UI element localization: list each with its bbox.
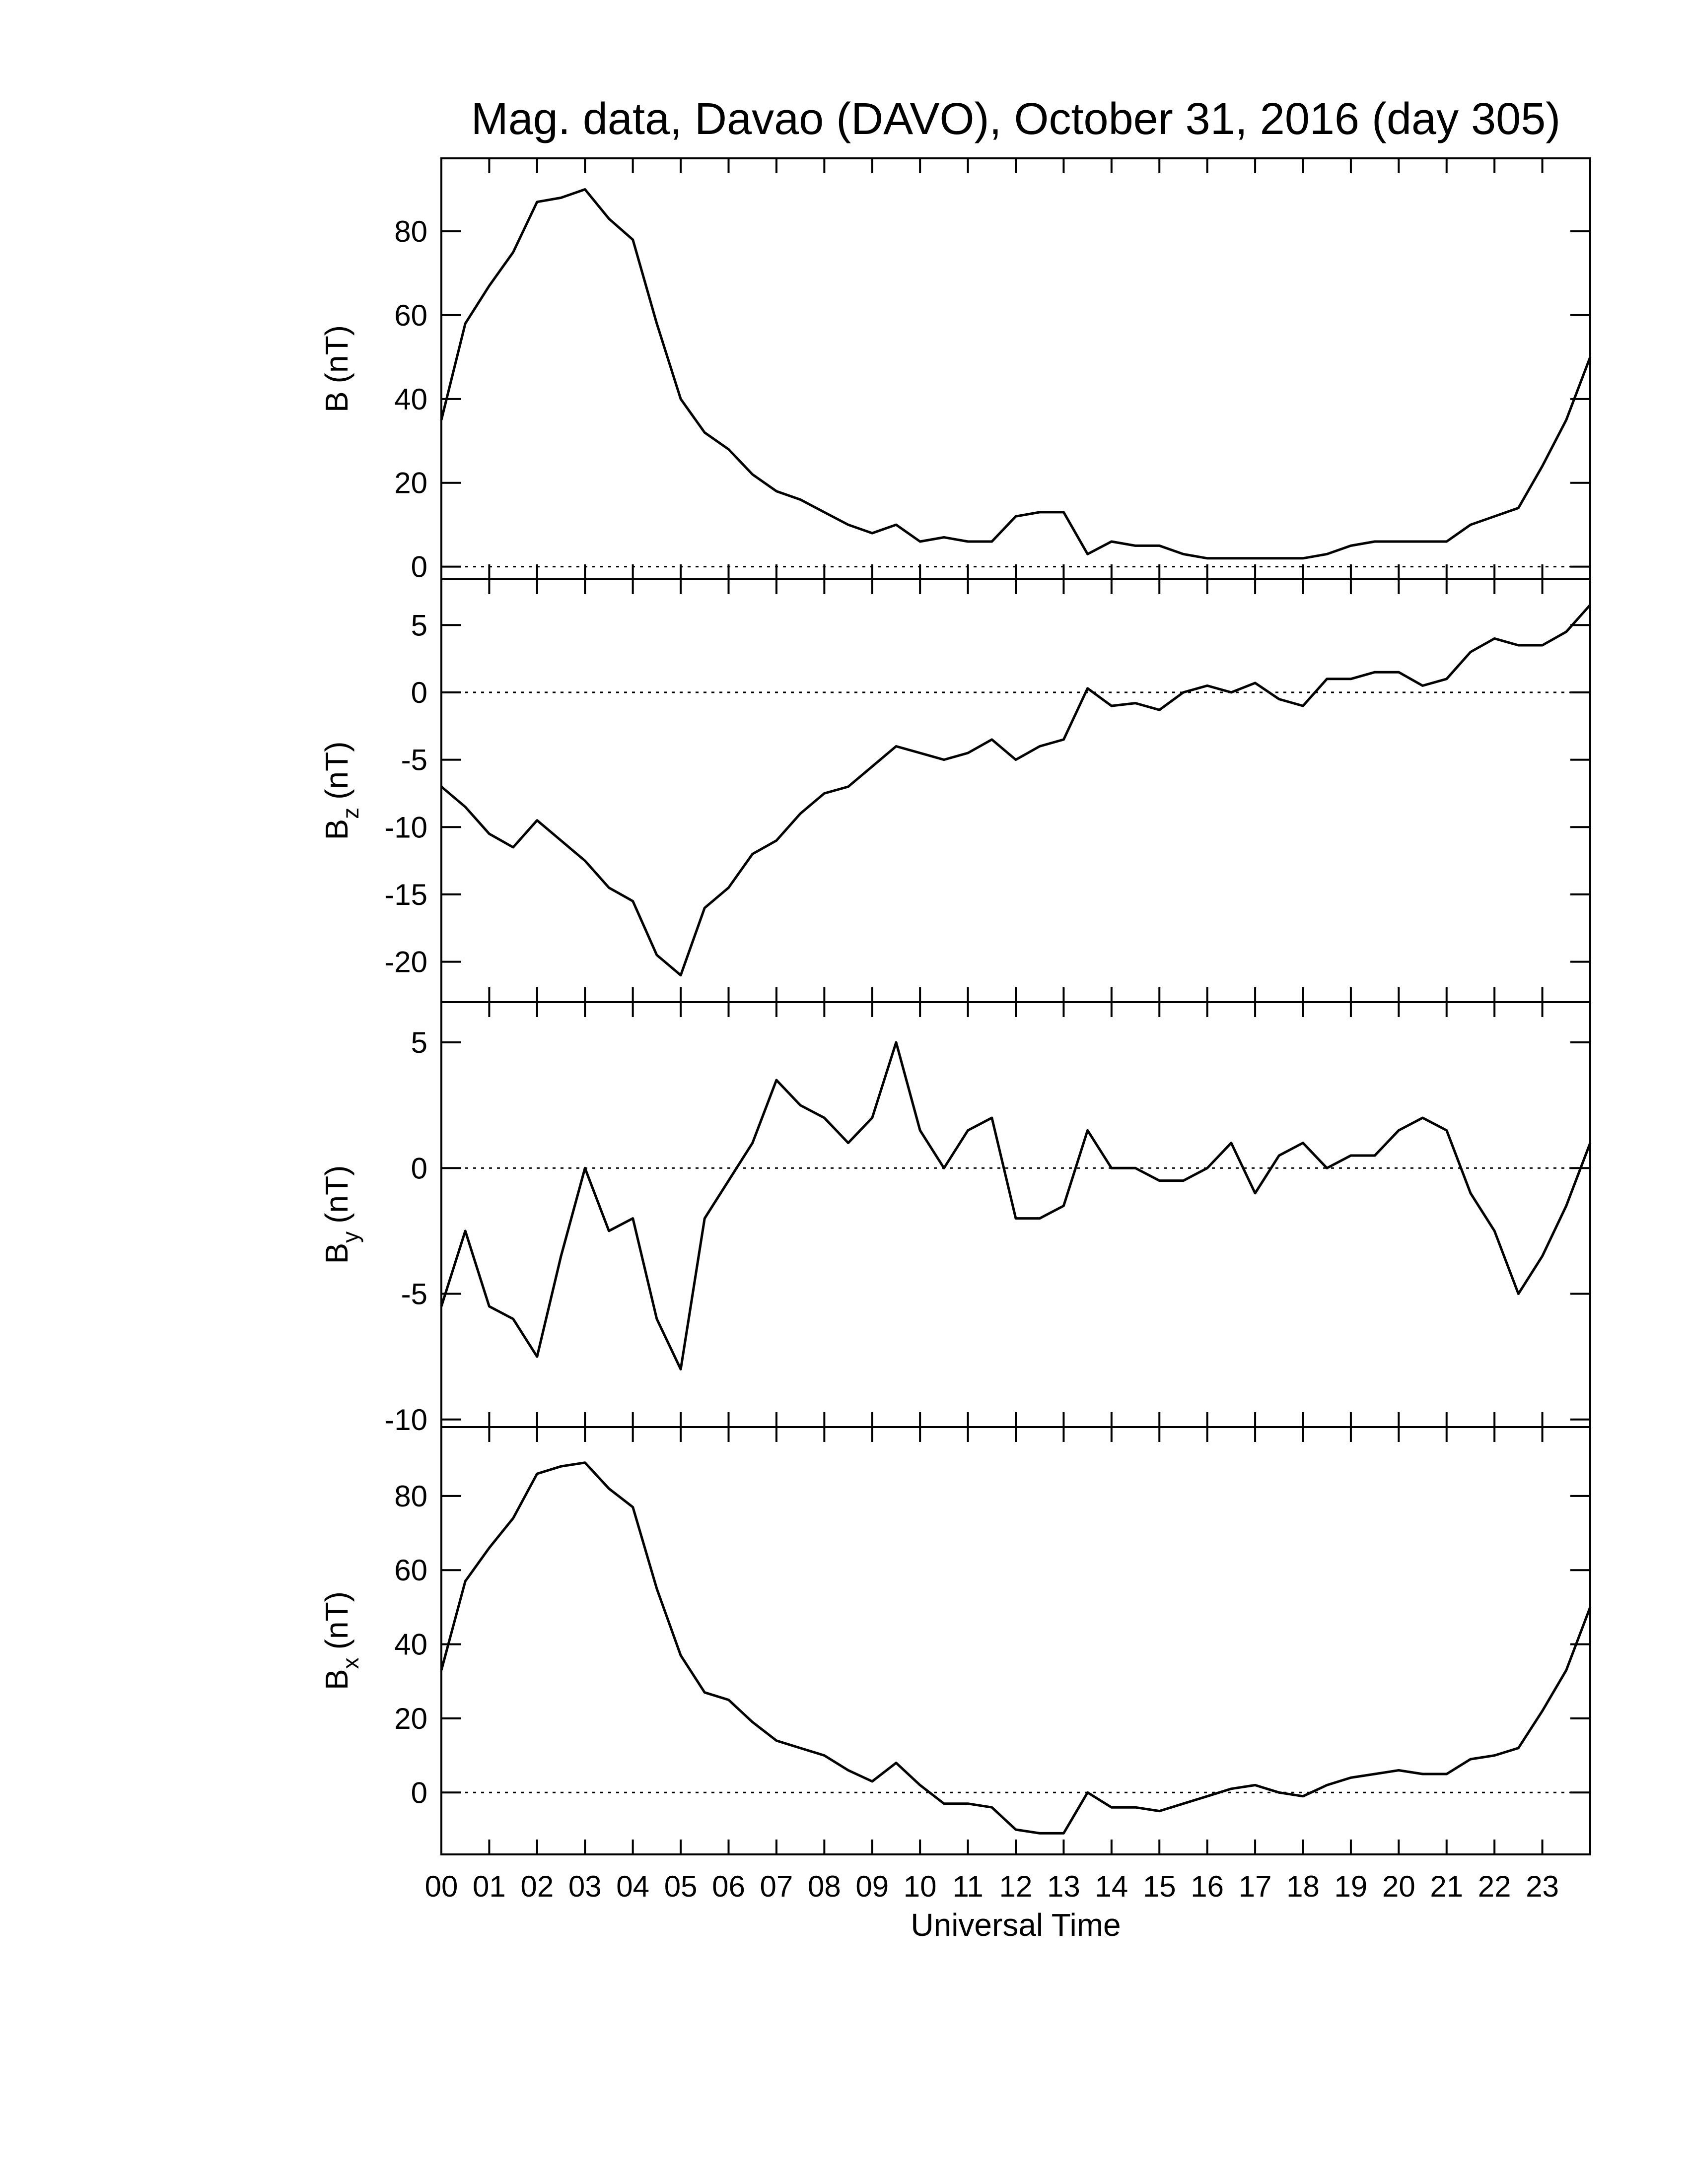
y-axis-label-subscript: y bbox=[338, 1231, 363, 1243]
x-tick-label: 20 bbox=[1382, 1870, 1415, 1903]
data-line bbox=[440, 1041, 1592, 1370]
x-tick-label: 01 bbox=[473, 1870, 506, 1903]
y-tick-label: -5 bbox=[401, 1278, 427, 1311]
y-tick-label: 0 bbox=[411, 1776, 427, 1809]
x-tick-label: 02 bbox=[520, 1870, 554, 1903]
y-axis-label: By (nT) bbox=[319, 1165, 363, 1264]
y-axis-label-unit: (nT) bbox=[319, 1165, 354, 1224]
x-tick-label: 16 bbox=[1191, 1870, 1224, 1903]
x-tick-label: 04 bbox=[616, 1870, 649, 1903]
y-tick-label: 20 bbox=[394, 1702, 427, 1735]
y-axis-label: Bx (nT) bbox=[319, 1591, 363, 1690]
y-tick-label: 5 bbox=[411, 1026, 427, 1059]
y-axis-label-unit: (nT) bbox=[319, 742, 354, 800]
y-tick-label: -10 bbox=[384, 811, 427, 844]
y-axis-label-subscript: z bbox=[338, 808, 363, 819]
y-tick-label: -5 bbox=[401, 744, 427, 777]
x-tick-label: 18 bbox=[1286, 1870, 1320, 1903]
x-tick-label: 14 bbox=[1095, 1870, 1128, 1903]
x-tick-label: 05 bbox=[664, 1870, 698, 1903]
plot-frame bbox=[440, 1426, 1591, 1855]
y-tick-label: -15 bbox=[384, 878, 427, 911]
y-tick-label: 40 bbox=[394, 1628, 427, 1661]
y-axis-label-symbol: B bbox=[319, 819, 354, 840]
y-tick-label: -10 bbox=[384, 1403, 427, 1436]
y-axis-label: B (nT) bbox=[319, 325, 354, 412]
y-axis-label-symbol: B bbox=[319, 1243, 354, 1264]
chart-title: Mag. data, Davao (DAVO), October 31, 201… bbox=[471, 94, 1560, 144]
y-tick-label: 60 bbox=[394, 1554, 427, 1587]
x-tick-label: 12 bbox=[999, 1870, 1033, 1903]
x-tick-label: 07 bbox=[760, 1870, 793, 1903]
y-axis-label: Bz (nT) bbox=[319, 742, 363, 840]
x-tick-label: 15 bbox=[1143, 1870, 1176, 1903]
x-tick-label: 13 bbox=[1047, 1870, 1080, 1903]
x-tick-label: 17 bbox=[1239, 1870, 1272, 1903]
x-tick-label: 10 bbox=[904, 1870, 937, 1903]
y-tick-label: 0 bbox=[411, 676, 427, 709]
x-tick-label: 11 bbox=[952, 1870, 983, 1903]
y-axis-label-subscript: x bbox=[338, 1657, 363, 1669]
x-tick-label: 19 bbox=[1335, 1870, 1368, 1903]
x-tick-label: 08 bbox=[808, 1870, 841, 1903]
x-tick-label: 21 bbox=[1430, 1870, 1463, 1903]
data-line bbox=[440, 604, 1591, 977]
y-tick-label: 5 bbox=[411, 609, 427, 642]
y-tick-label: 0 bbox=[411, 550, 427, 584]
x-tick-label: 22 bbox=[1478, 1870, 1511, 1903]
x-tick-label: 09 bbox=[855, 1870, 889, 1903]
x-tick-label: 23 bbox=[1526, 1870, 1559, 1903]
x-tick-label: 00 bbox=[425, 1870, 458, 1903]
y-tick-label: 40 bbox=[394, 383, 427, 416]
data-line bbox=[440, 1461, 1592, 1835]
y-tick-label: 20 bbox=[394, 467, 427, 500]
y-tick-label: 60 bbox=[394, 299, 427, 332]
y-axis-label-symbol: B bbox=[319, 391, 354, 412]
x-tick-label: 03 bbox=[568, 1870, 602, 1903]
y-tick-label: 0 bbox=[411, 1152, 427, 1185]
y-axis-label-unit: (nT) bbox=[319, 325, 354, 383]
y-tick-label: 80 bbox=[394, 1480, 427, 1513]
x-tick-label: 06 bbox=[712, 1870, 745, 1903]
y-axis-label-symbol: B bbox=[319, 1669, 354, 1690]
data-line bbox=[440, 188, 1592, 560]
y-tick-label: 80 bbox=[394, 215, 427, 248]
y-axis-label-unit: (nT) bbox=[319, 1591, 354, 1649]
x-axis-label: Universal Time bbox=[911, 1907, 1121, 1943]
y-tick-label: -20 bbox=[384, 946, 427, 979]
